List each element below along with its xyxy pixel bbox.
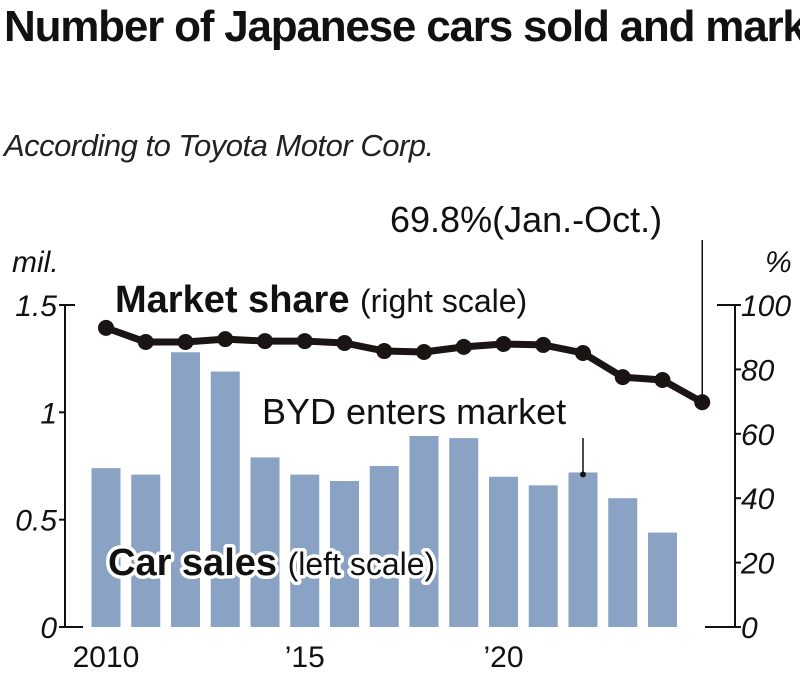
market-share-point-2011: [137, 334, 154, 351]
market-share-point-2012: [177, 334, 194, 351]
right-axis: [705, 304, 736, 628]
bar-2017: [369, 466, 399, 627]
bar-2010: [91, 468, 121, 627]
bar-2022: [568, 472, 598, 627]
right-tick-label: 60: [741, 419, 775, 452]
bar-2015: [290, 474, 320, 627]
bar-2024: [648, 532, 677, 627]
byd-annotation-dot: [580, 471, 586, 478]
right-axis-unit: %: [765, 246, 792, 279]
right-tick-label: 40: [741, 483, 775, 516]
left-tick-label: 1: [40, 397, 57, 430]
right-tick-label: 0: [741, 612, 758, 645]
market-share-point-2010: [98, 319, 114, 336]
series-scale: (left scale): [288, 546, 436, 582]
chart-title: Number of Japanese cars sold and market …: [4, 2, 800, 51]
market-share-point-2021: [535, 336, 552, 353]
left-axis: [64, 305, 83, 628]
market-share-point-2024: [654, 372, 671, 389]
car-sales-label: Car sales (left scale): [108, 542, 435, 584]
right-tick-label: 80: [741, 354, 775, 387]
market-share-line: [104, 324, 704, 406]
bar-2018: [409, 435, 439, 627]
market-share-point-2016: [336, 334, 353, 351]
market-share-point-2020: [495, 335, 512, 352]
bar-2013: [210, 371, 240, 627]
market-share-point-2018: [416, 344, 432, 361]
market-share-point-2014: [257, 333, 273, 350]
market-share-point-2019: [455, 338, 472, 355]
right-tick-label: 100: [741, 290, 791, 323]
left-tick-label: 0.5: [15, 505, 57, 538]
market-share-point-2023: [614, 369, 631, 386]
left-tick-label: 0: [40, 612, 57, 645]
share-annotation: 69.8%(Jan.-Oct.): [390, 199, 662, 240]
market-share-label: Market share (right scale): [115, 279, 527, 321]
bar-2012: [171, 352, 200, 627]
chart-subtitle: According to Toyota Motor Corp.: [4, 128, 434, 163]
x-tick-label: ’20: [483, 641, 523, 674]
market-share-point-2015: [296, 333, 313, 350]
bar-2020: [489, 476, 518, 627]
bar-2016: [330, 481, 359, 627]
bar-2014: [250, 457, 280, 627]
byd-annotation: BYD enters market: [262, 391, 566, 432]
left-axis-unit: mil.: [12, 246, 59, 279]
bar-2021: [528, 485, 558, 627]
x-tick-label: 2010: [73, 641, 140, 674]
right-tick-label: 20: [740, 548, 775, 581]
x-tick-label: ’15: [285, 641, 325, 674]
series-name: Market share: [115, 279, 360, 321]
bar-2011: [131, 474, 161, 627]
bar-2019: [449, 438, 479, 627]
market-share-point-2013: [217, 331, 234, 348]
left-tick-label: 1.5: [15, 290, 57, 323]
bar-2023: [608, 498, 638, 627]
market-share-point-2017: [376, 343, 393, 360]
series-scale: (right scale): [360, 283, 527, 319]
series-name: Car sales: [108, 542, 288, 584]
market-share-point-2022: [575, 344, 591, 361]
